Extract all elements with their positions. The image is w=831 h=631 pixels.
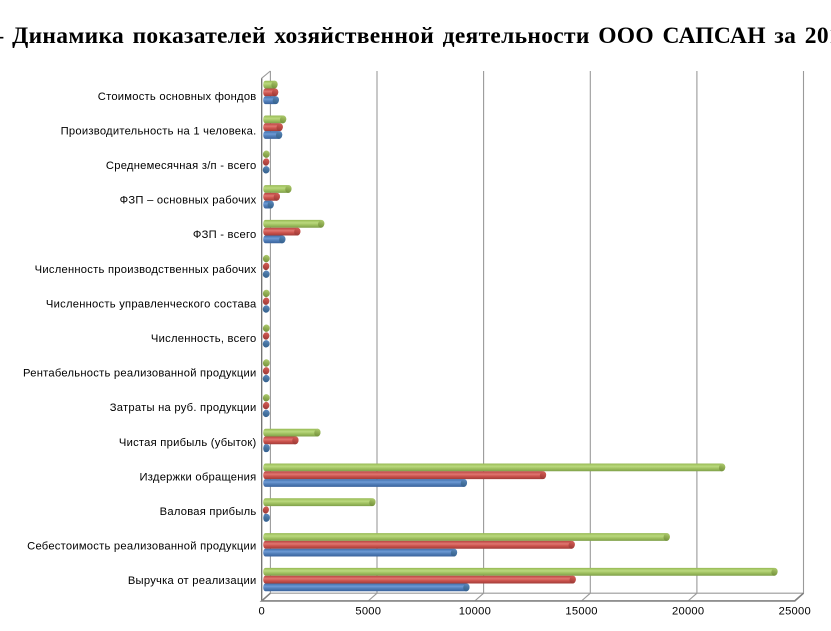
svg-text:0: 0 (258, 606, 264, 618)
svg-text:Стоимость основных фондов: Стоимость основных фондов (98, 91, 257, 103)
svg-text:Численность управленческого со: Численность управленческого состава (46, 298, 257, 310)
svg-text:10000: 10000 (459, 606, 491, 618)
svg-text:25000: 25000 (779, 606, 811, 618)
svg-text:Численность, всего: Численность, всего (151, 333, 257, 345)
svg-text:Среднемесячная з/п - всего: Среднемесячная з/п - всего (106, 160, 257, 172)
svg-text:ФЗП – основных рабочих: ФЗП – основных рабочих (120, 195, 257, 207)
svg-text:Рентабельность реализованной п: Рентабельность реализованной продукции (23, 368, 256, 380)
svg-text:Валовая прибыль: Валовая прибыль (160, 506, 257, 518)
svg-text:Затраты на руб. продукции: Затраты на руб. продукции (110, 402, 257, 414)
svg-text:15000: 15000 (565, 606, 597, 618)
svg-text:ФЗП - всего: ФЗП - всего (193, 229, 257, 241)
svg-text:Выручка от реализации: Выручка от реализации (128, 575, 257, 587)
svg-text:Чистая прибыль (убыток): Чистая прибыль (убыток) (119, 437, 257, 449)
svg-text:5000: 5000 (355, 606, 381, 618)
svg-text:Издержки обращения: Издержки обращения (140, 471, 257, 483)
svg-text:20000: 20000 (672, 606, 704, 618)
svg-text:Производительность на 1 челове: Производительность на 1 человека. (61, 125, 257, 137)
svg-text:Себестоимость реализованной пр: Себестоимость реализованной продукции (27, 541, 256, 553)
svg-text:Численность производственных р: Численность производственных рабочих (35, 264, 257, 276)
